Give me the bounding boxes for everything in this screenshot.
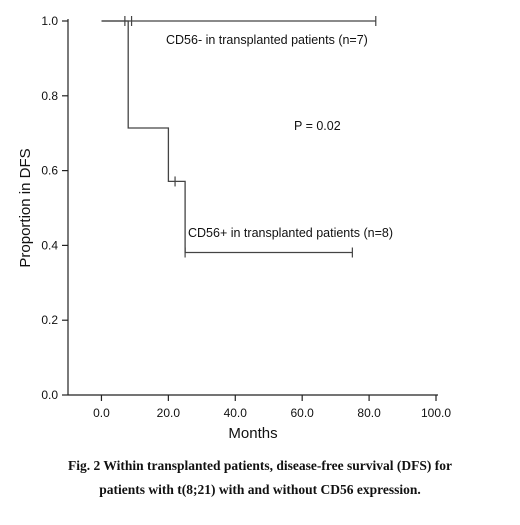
series-label-cd56-positive: CD56+ in transplanted patients (n=8) (188, 226, 393, 240)
x-tick-label: 100.0 (421, 406, 451, 420)
plot-axes: 0.0 0.2 0.4 0.6 0.8 1.0 0.0 20.0 40.0 60.0 80.0 100… (41, 14, 451, 420)
y-tick-label: 0.8 (41, 89, 58, 103)
y-tick-label: 0.0 (41, 388, 58, 402)
x-tick-label: 60.0 (291, 406, 315, 420)
y-axis-title: Proportion in DFS (17, 148, 34, 267)
figure-caption-line-2: patients with t(8;21) with and without C… (99, 482, 421, 497)
series-line-cd56-positive (101, 20, 353, 254)
series-label-cd56-negative: CD56- in transplanted patients (n=7) (166, 33, 368, 47)
figure-caption-line-1: Fig. 2 Within transplanted patients, dis… (68, 458, 452, 473)
p-value-annotation: P = 0.02 (294, 119, 341, 133)
text-layer: CD56- in transplanted patients (n=7) CD5… (17, 33, 393, 442)
x-tick-label: 80.0 (357, 406, 381, 420)
x-tick-label: 0.0 (93, 406, 110, 420)
y-tick-label: 0.6 (41, 164, 58, 178)
x-tick-label: 40.0 (224, 406, 248, 420)
y-tick-label: 0.4 (41, 238, 58, 252)
x-axis-title: Months (228, 425, 277, 442)
y-tick-label: 0.2 (41, 313, 58, 327)
series-layer (101, 16, 377, 258)
x-tick-label: 20.0 (157, 406, 181, 420)
y-tick-label: 1.0 (41, 14, 58, 28)
